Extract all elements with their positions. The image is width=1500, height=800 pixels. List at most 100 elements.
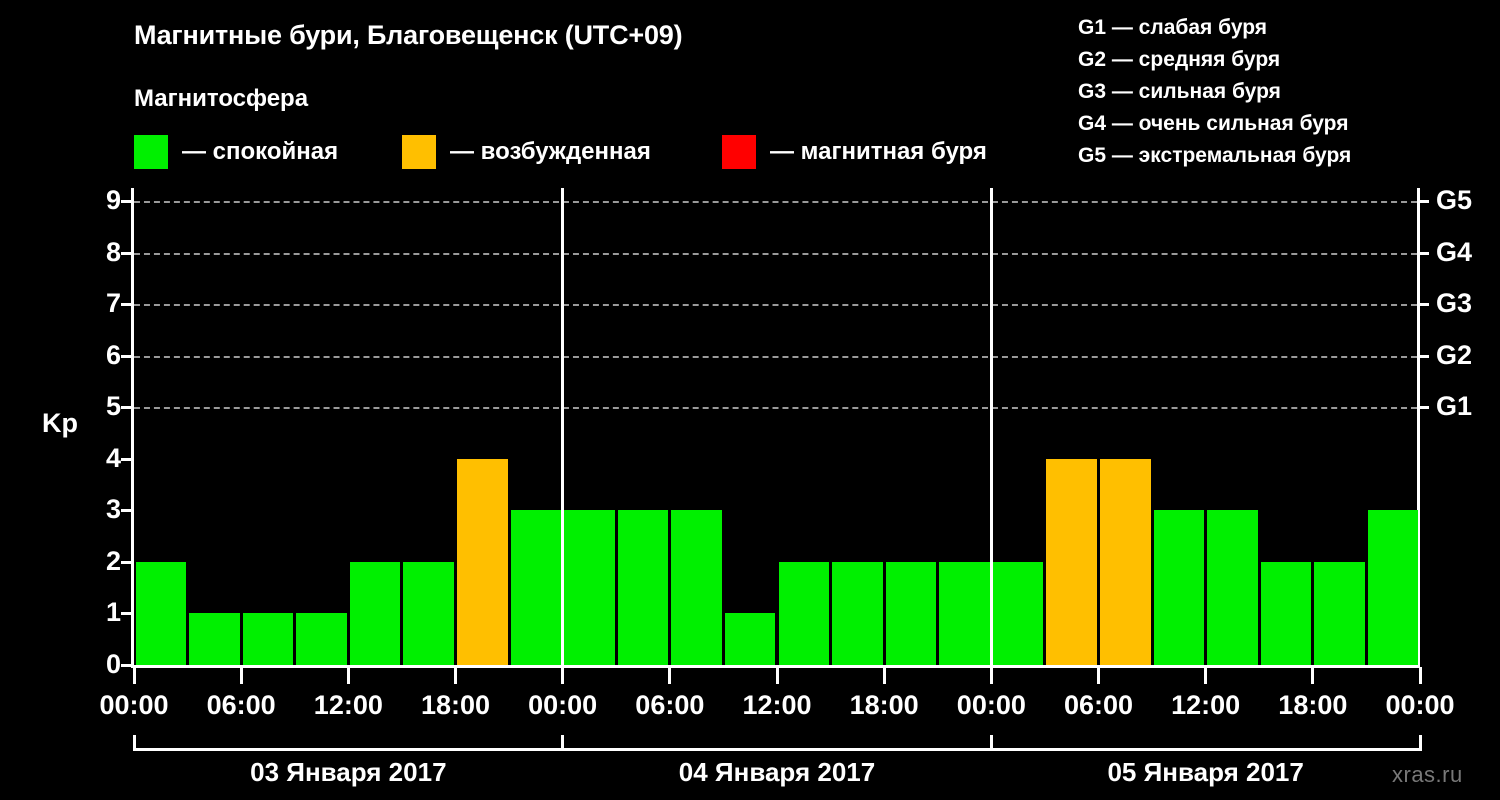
x-tick (1418, 667, 1422, 684)
bar (1367, 510, 1419, 665)
legend-item-calm: — спокойная (134, 132, 338, 172)
x-tick (668, 667, 672, 684)
bar (242, 613, 294, 665)
y-tick-label: 4 (105, 442, 121, 473)
x-tick-label: 06:00 (1063, 690, 1134, 720)
x-tick-label: 12:00 (313, 690, 383, 720)
x-tick (1097, 667, 1100, 684)
y-tick-label: 2 (105, 545, 121, 576)
g-tick-label: G5 (1436, 185, 1473, 215)
g-scale-row-g5: G5 — экстремальная буря (1078, 144, 1352, 167)
y-tick-label: 1 (105, 597, 121, 628)
x-tick-label: 00:00 (99, 690, 169, 720)
bar (189, 613, 240, 665)
g-tick (1417, 354, 1429, 358)
legend-item-storm: — магнитная буря (722, 132, 987, 172)
legend-item-label: — спокойная (182, 138, 339, 165)
y-tick (121, 457, 132, 461)
legend-item-label: — магнитная буря (770, 138, 987, 165)
g-scale-row-g3: G3 — сильная буря (1078, 80, 1281, 103)
bar (1153, 510, 1205, 665)
legend-item-unsettled: — возбужденная (402, 132, 651, 172)
bar (832, 561, 883, 665)
green-square-swatch (134, 135, 168, 169)
bar (1260, 561, 1312, 665)
g-scale-row-g4: G4 — очень сильная буря (1078, 112, 1349, 135)
page-title: Магнитные бури, Благовещенск (UTC+09) (134, 20, 683, 50)
y-tick-label: 3 (105, 494, 121, 525)
y-tick (121, 354, 132, 358)
x-tick (775, 667, 779, 684)
g-tick (1417, 406, 1429, 410)
x-tick-label: 06:00 (206, 690, 276, 720)
bar (510, 510, 562, 665)
x-tick-label: 12:00 (1171, 690, 1241, 720)
y-axis-left (131, 188, 134, 667)
y-axis-title: Kp (42, 408, 78, 438)
bar (564, 510, 615, 665)
date-label: 03 Января 2017 (250, 757, 447, 787)
x-tick-label: 00:00 (528, 690, 598, 720)
x-tick (346, 667, 350, 684)
date-band-tick (132, 735, 136, 751)
x-tick (132, 667, 136, 684)
y-tick (121, 406, 132, 410)
x-tick (1204, 667, 1208, 684)
g-tick (1417, 200, 1429, 203)
y-tick-label: 9 (105, 185, 121, 215)
day-separator (989, 188, 993, 665)
bar (992, 561, 1044, 665)
g-tick (1417, 251, 1429, 255)
x-tick (454, 667, 457, 684)
bar (671, 510, 722, 665)
g-scale-row-g2: G2 — средняя буря (1078, 48, 1281, 71)
g-tick-label: G2 (1436, 339, 1473, 370)
bar (1046, 458, 1097, 665)
x-tick-label: 06:00 (635, 690, 705, 720)
gridline (134, 252, 1417, 255)
g-scale-row-g1: G1 — слабая буря (1078, 16, 1268, 39)
x-tick-label: 00:00 (956, 690, 1026, 720)
date-label: 05 Января 2017 (1107, 757, 1304, 787)
x-tick-label: 12:00 (742, 690, 812, 720)
bar (403, 561, 454, 665)
bar (1207, 510, 1258, 665)
day-separator (561, 188, 565, 665)
bar (778, 561, 830, 665)
legend-item-label: — возбужденная (450, 138, 651, 165)
x-tick-label: 00:00 (1385, 690, 1455, 720)
y-tick (121, 560, 132, 564)
gridline (134, 407, 1417, 410)
y-tick (121, 612, 132, 616)
watermark: xras.ru (1392, 762, 1463, 787)
y-tick-label: 0 (105, 649, 121, 679)
x-tick (239, 667, 243, 684)
y-tick-label: 7 (105, 288, 121, 319)
gridline (134, 201, 1417, 203)
y-tick-label: 6 (105, 339, 121, 370)
y-tick (121, 251, 132, 255)
date-band-tick (561, 735, 565, 751)
plot-area: 0 1 2 3 4 5 6 7 8 9 G1 G2 G3 G4 G5 (106, 187, 1472, 678)
bar (1314, 561, 1365, 665)
g-tick (1417, 303, 1429, 307)
y-tick (121, 664, 132, 667)
y-tick-label: 5 (105, 391, 121, 422)
date-band-tick (1418, 735, 1422, 751)
g-scale-legend: G1 — слабая буря G2 — средняя буря G3 — … (1078, 12, 1498, 172)
y-tick-label: 8 (105, 236, 121, 267)
y-tick (121, 200, 132, 203)
magnetosphere-legend: — спокойная — возбужденная — магнитная б… (134, 132, 1034, 172)
g-tick-label: G1 (1436, 391, 1473, 422)
orange-square-swatch (402, 135, 436, 169)
bar (457, 458, 508, 665)
bar (885, 561, 937, 665)
x-tick (561, 667, 565, 684)
gridline (134, 355, 1417, 358)
legend-heading: Магнитосфера (134, 85, 309, 112)
x-tick (989, 667, 993, 684)
date-label: 04 Января 2017 (678, 757, 876, 787)
x-tick (882, 667, 886, 684)
red-square-swatch (722, 135, 756, 169)
